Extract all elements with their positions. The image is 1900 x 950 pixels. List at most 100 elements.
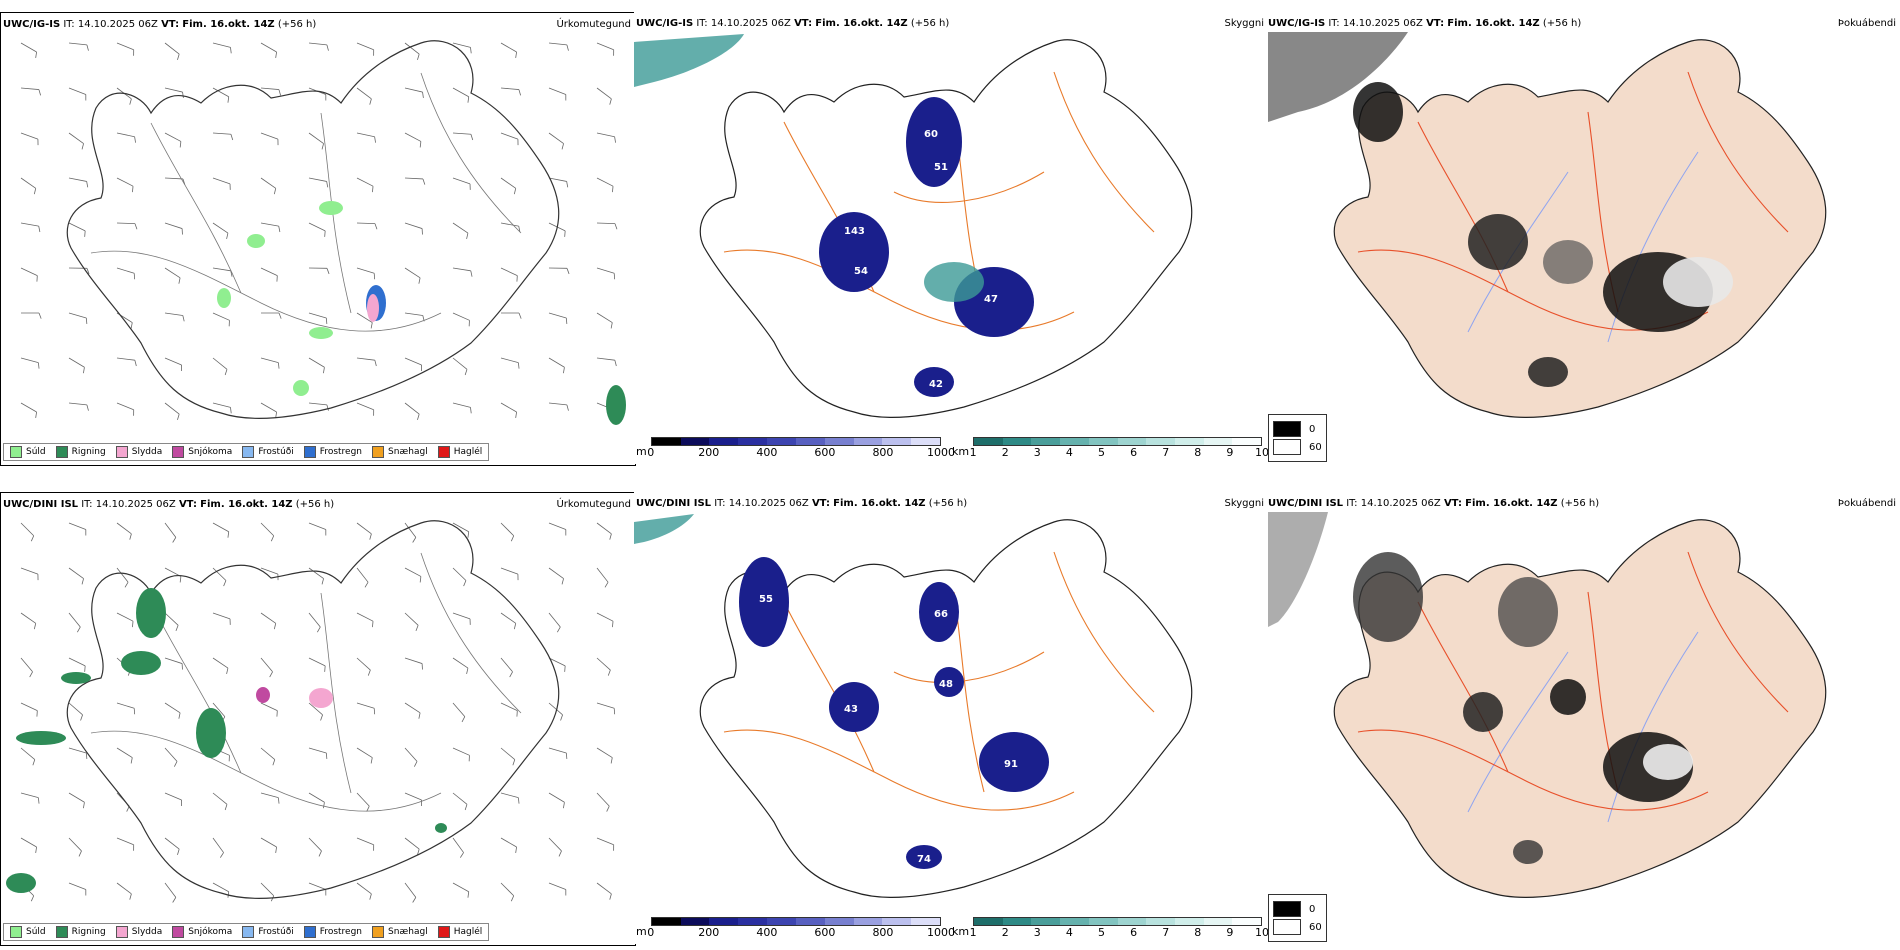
wind-barb xyxy=(212,42,231,48)
wind-barb xyxy=(20,657,33,673)
wind-barb-feather xyxy=(318,850,322,857)
wind-barb xyxy=(68,42,87,46)
wind-barb-feather xyxy=(470,270,473,277)
wind-barb-feather xyxy=(81,578,84,585)
wind-barb xyxy=(356,747,373,758)
wind-barb xyxy=(20,522,35,537)
wind-barb xyxy=(164,702,181,714)
wind-barb xyxy=(452,267,471,272)
wind-barb xyxy=(164,567,182,577)
wind-barb xyxy=(308,612,321,628)
wind-barb xyxy=(596,792,610,807)
iceland-land xyxy=(1333,39,1827,419)
fog-legend-label: 0 xyxy=(1309,903,1316,915)
wind-barb xyxy=(356,312,373,323)
colorbar-tick: 1 xyxy=(969,446,977,459)
wind-barb-feather xyxy=(35,51,37,58)
vt-value: Fim. 16.okt. 14Z xyxy=(815,18,908,29)
it-value: 14.10.2025 06Z xyxy=(1342,18,1423,29)
legend-item: Súld xyxy=(10,926,46,938)
wind-barb-feather xyxy=(321,578,324,585)
wind-barb xyxy=(20,402,37,413)
wind-barb xyxy=(116,357,135,361)
wind-barb xyxy=(164,837,180,850)
legend-item: Haglél xyxy=(437,926,482,938)
wind-barb xyxy=(20,792,39,799)
wind-barb-feather xyxy=(609,98,612,105)
wind-barb-feather xyxy=(419,576,422,583)
wind-barb xyxy=(68,747,87,754)
wind-barb-feather xyxy=(417,53,420,60)
wind-barb-feather xyxy=(129,98,132,105)
wind-barb xyxy=(404,882,417,898)
wind-barb xyxy=(500,42,517,53)
vt-label: VT: xyxy=(178,499,197,510)
wind-barb-feather xyxy=(614,136,616,143)
wind-barb-feather xyxy=(130,322,133,329)
fog-legend-row: 0 xyxy=(1273,421,1322,437)
wind-barb xyxy=(116,747,133,758)
wind-barb xyxy=(404,267,421,279)
cloud-label: 91 xyxy=(1004,759,1018,770)
cloud-label: 143 xyxy=(844,226,865,237)
legend-item: Snæhagl xyxy=(372,926,428,938)
wind-barb-feather xyxy=(37,362,40,369)
legend-item: Snjókoma xyxy=(172,926,232,938)
wind-barb-feather xyxy=(610,322,613,329)
legend-swatch xyxy=(303,926,316,938)
wind-barb-feather xyxy=(30,895,35,902)
wind-barb xyxy=(596,747,613,758)
wind-barb xyxy=(500,357,519,364)
legend-item: Snjókoma xyxy=(172,446,232,458)
wind-barb-feather xyxy=(230,47,232,54)
wind-barb xyxy=(164,42,180,55)
fog-legend-swatch xyxy=(1273,919,1301,935)
wind-barb xyxy=(404,87,423,93)
wind-barb xyxy=(452,312,470,321)
wind-barb xyxy=(404,702,421,714)
it-value: 14.10.2025 06Z xyxy=(95,499,176,510)
wind-barb-feather xyxy=(561,143,564,150)
legend-item: Frostúði xyxy=(242,926,294,938)
wind-barb xyxy=(20,87,39,90)
colorbar-tick: 5 xyxy=(1097,926,1105,939)
wind-barb xyxy=(68,402,87,406)
it-value: 14.10.2025 06Z xyxy=(77,19,158,30)
wind-barb-feather xyxy=(226,232,229,240)
legend-item: Rigning xyxy=(55,926,106,938)
wind-barb xyxy=(500,702,518,711)
cloud-labels: 60 51 143 54 47 42 xyxy=(844,129,998,390)
wind-barb xyxy=(116,42,134,51)
wind-barb xyxy=(404,177,423,180)
wind-barb-feather xyxy=(517,797,520,804)
wind-barb-feather xyxy=(275,51,277,58)
wind-barb xyxy=(356,402,374,411)
wind-barb xyxy=(548,312,567,319)
colorbar-tick: 10 xyxy=(1255,926,1268,939)
panel-title: UWC/IG-IS IT: 14.10.2025 06Z VT: Fim. 16… xyxy=(1268,18,1581,29)
wind-barb xyxy=(260,177,276,189)
wind-barb-feather xyxy=(86,404,89,411)
wind-barb-feather xyxy=(175,625,179,631)
wind-barb xyxy=(404,222,423,229)
wind-barb xyxy=(68,567,84,579)
wind-barb-feather xyxy=(226,667,229,675)
wind-barb-feather xyxy=(130,757,133,764)
lead-time: (+56 h) xyxy=(277,19,317,30)
cloud-label: 60 xyxy=(924,129,938,140)
cloud-label: 51 xyxy=(934,162,948,173)
wind-barb xyxy=(68,837,82,852)
wind-barb xyxy=(356,267,375,274)
wind-barb xyxy=(68,87,86,95)
legend-swatch xyxy=(172,926,185,938)
colorbar-tick: 4 xyxy=(1065,926,1073,939)
model-name: UWC/IG-IS xyxy=(3,19,61,30)
wind-barb xyxy=(68,222,86,232)
wind-barb xyxy=(164,222,183,229)
wind-barb xyxy=(212,702,226,717)
wind-barb xyxy=(452,792,468,805)
colorbar-tick: 4 xyxy=(1065,446,1073,459)
colorbar-tick: 10 xyxy=(1255,446,1268,459)
wind-barb xyxy=(260,567,279,575)
wind-barb xyxy=(404,402,420,415)
